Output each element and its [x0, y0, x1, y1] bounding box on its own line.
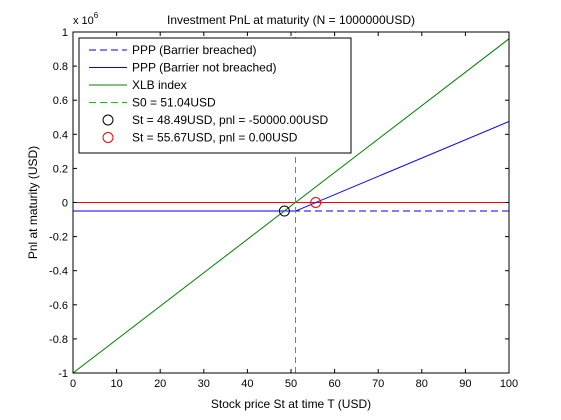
legend-label-4: S0 = 51.04USD [132, 96, 216, 110]
y-tick-label: 0.6 [53, 95, 68, 107]
legend-label-2: PPP (Barrier not breached) [132, 61, 277, 75]
axes: 0 10 20 30 40 50 60 70 80 90 100-1-0.8-0.6-0.4-0.2… [49, 27, 518, 390]
y-tick-label: -0.2 [49, 232, 68, 244]
chart-title: Investment PnL at maturity (N = 1000000U… [167, 13, 415, 27]
y-axis-multiplier: x 106 [73, 11, 99, 27]
y-tick-label: -0.4 [49, 266, 68, 278]
marker-point-1 [278, 205, 290, 217]
y-multiplier-base: x 10 [73, 15, 94, 27]
x-tick-label: 40 [241, 378, 253, 390]
y-tick-label: -0.8 [49, 334, 68, 346]
x-tick-label: 30 [198, 378, 210, 390]
x-axis-label: Stock price St at time T (USD) [211, 397, 371, 411]
y-tick-label: 1 [62, 27, 68, 39]
series-line-3 [73, 38, 509, 373]
y-tick-label: -1 [58, 368, 68, 380]
x-tick-label: 100 [500, 378, 518, 390]
marker-point-2 [310, 197, 322, 208]
x-tick-label: 0 [70, 378, 76, 390]
legend-label-5: St = 48.49USD, pnl = -50000.00USD [132, 113, 328, 127]
x-tick-label: 10 [110, 378, 122, 390]
y-tick-label: -0.6 [49, 300, 68, 312]
y-tick-label: 0.2 [53, 163, 68, 175]
x-tick-label: 20 [154, 378, 166, 390]
legend-swatch-5 [102, 114, 114, 126]
legend: PPP (Barrier breached) PPP (Barrier not b… [78, 37, 352, 154]
legend-swatch-6 [102, 132, 114, 143]
x-tick-label: 50 [285, 378, 297, 390]
y-axis-label: Pnl at maturity (USD) [26, 146, 40, 259]
legend-label-1: PPP (Barrier breached) [132, 43, 257, 57]
y-tick-label: 0 [62, 198, 68, 210]
legend-box [78, 37, 352, 154]
y-tick-label: 0.8 [53, 61, 68, 73]
y-tick-label: 0.4 [53, 129, 68, 141]
y-multiplier-exponent: 6 [94, 11, 99, 20]
x-tick-label: 60 [328, 378, 340, 390]
x-tick-label: 80 [416, 378, 428, 390]
x-tick-label: 90 [459, 378, 471, 390]
x-tick-label: 70 [372, 378, 384, 390]
legend-label-3: XLB index [132, 78, 187, 92]
legend-label-6: St = 55.67USD, pnl = 0.00USD [132, 131, 298, 145]
